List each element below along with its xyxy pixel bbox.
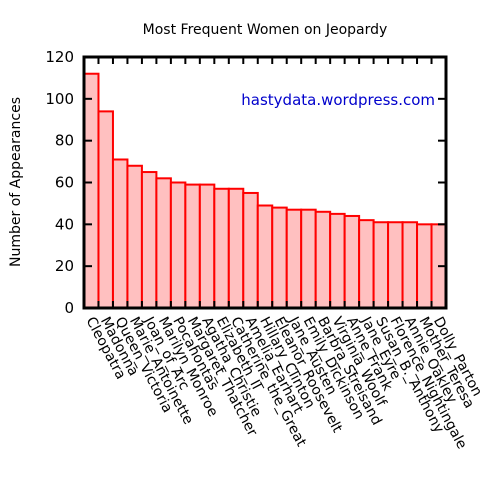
bar-agatha-christie: [198, 183, 216, 309]
bar-anne-frank: [343, 214, 361, 309]
bar-marilyn-monroe: [155, 177, 172, 309]
y-axis-label: Number of Appearances: [8, 97, 24, 267]
bar-elizabeth-ii: [213, 187, 230, 309]
bar-amelia-earhart: [242, 191, 259, 309]
y-tick-label: 40: [55, 215, 74, 233]
bar-pocahontas: [169, 181, 187, 309]
y-tick-label: 60: [55, 174, 74, 192]
x-tick-labels: CleopatraMadonnaQueen_VictoriaMarie_Anto…: [82, 313, 485, 451]
y-tick-label: 0: [64, 299, 74, 317]
bar-annie-oakley: [401, 221, 419, 309]
bar-virginia-woolf: [329, 212, 346, 309]
y-tick-label: 80: [55, 132, 74, 150]
bar-cleopatra: [83, 72, 100, 309]
axes-group: [82, 55, 448, 310]
bar-margaret-thatcher: [184, 183, 201, 309]
y-tick-label: 100: [45, 90, 74, 108]
bar-emily-dickinson: [300, 208, 317, 309]
y-tick-labels: 0 20 40 60 80 100 120: [45, 48, 74, 317]
bar-hillary-clinton: [256, 204, 274, 309]
bar-joan-of-arc: [140, 171, 158, 309]
bar-mother-teresa: [416, 223, 433, 309]
watermark-annotation: hastydata.wordpress.com: [241, 91, 435, 109]
bar-madonna: [97, 110, 114, 309]
y-tick-label: 20: [55, 257, 74, 275]
bar-catherine-the-great: [227, 187, 245, 309]
bar-marie-antoinette: [126, 164, 143, 309]
y-tick-label: 120: [45, 48, 74, 66]
bar-jane-eyre: [358, 219, 375, 309]
bar-barbra-streisand: [314, 210, 332, 310]
bar-susan-b-anthony: [372, 221, 390, 309]
bar-jane-austen: [285, 208, 303, 309]
bar-eleanor-roosevelt: [271, 206, 288, 310]
bar-florence-nightingale: [387, 221, 404, 309]
bar-queen-victoria: [111, 158, 129, 309]
chart-title: Most Frequent Women on Jeopardy: [143, 22, 388, 38]
